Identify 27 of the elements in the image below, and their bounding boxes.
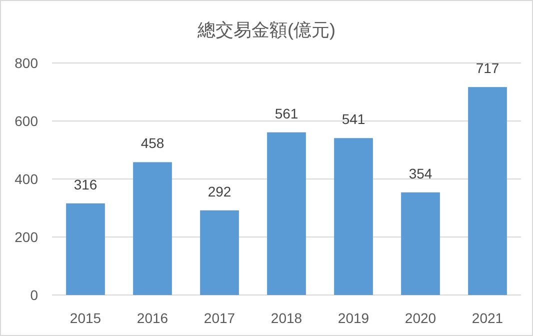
x-tick-label: 2016 — [136, 310, 168, 326]
x-tick-label: 2020 — [404, 310, 436, 326]
bar — [468, 87, 507, 295]
y-tick-label: 600 — [14, 113, 38, 129]
data-label: 292 — [208, 183, 232, 200]
data-label: 561 — [274, 105, 298, 122]
data-label: 541 — [342, 111, 366, 128]
x-tick-label: 2017 — [204, 310, 236, 326]
x-tick-label: 2021 — [472, 310, 504, 326]
data-label: 717 — [476, 60, 500, 76]
bar — [267, 132, 306, 295]
bar — [133, 162, 172, 295]
data-label: 354 — [408, 165, 432, 182]
chart-title: 總交易金額(億元) — [196, 20, 336, 40]
bar — [66, 203, 105, 295]
x-tick-label: 2015 — [70, 310, 102, 326]
y-tick-label: 800 — [14, 55, 38, 71]
y-tick-label: 0 — [30, 287, 38, 303]
x-tick-label: 2019 — [338, 310, 370, 326]
x-tick-label: 2018 — [270, 310, 302, 326]
data-label: 458 — [140, 135, 164, 152]
y-tick-label: 400 — [14, 171, 38, 187]
bar — [200, 210, 239, 295]
y-tick-label: 200 — [14, 229, 38, 245]
data-label: 316 — [74, 176, 98, 192]
bar — [334, 138, 373, 295]
bar — [401, 192, 440, 295]
